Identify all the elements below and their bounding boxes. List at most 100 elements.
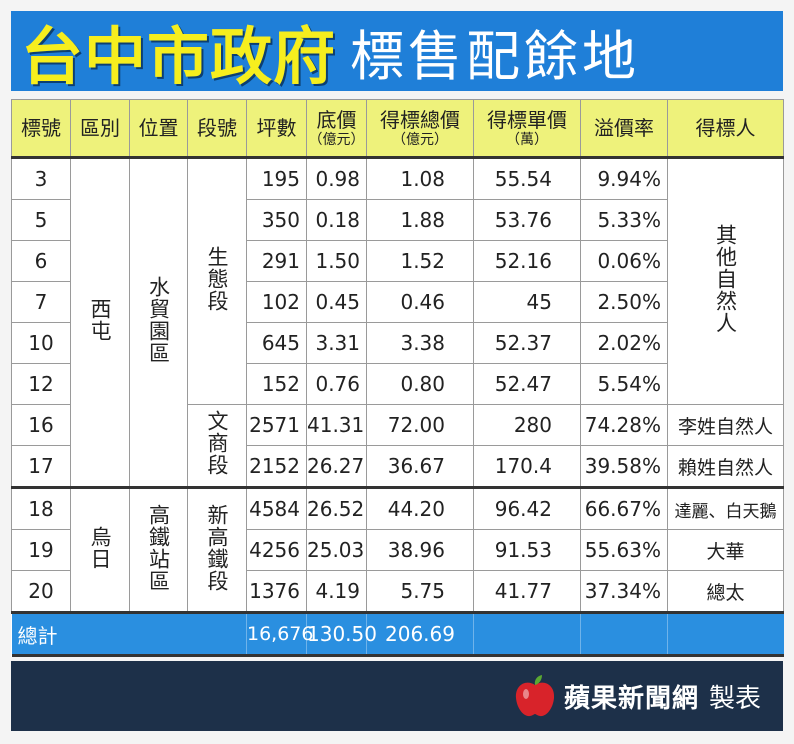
cell-base: 0.18 <box>306 199 367 241</box>
total-empty-unit <box>473 611 581 657</box>
cell-no: 7 <box>11 281 71 323</box>
cell-unit: 280 <box>473 404 581 446</box>
cell-base: 1.50 <box>306 240 367 282</box>
brand-suffix: 製表 <box>708 683 761 714</box>
cell-district-xitun: 西屯 <box>70 157 130 488</box>
cell-base: 0.45 <box>306 281 367 323</box>
cell-total: 1.52 <box>366 240 474 282</box>
cell-winner: 總太 <box>667 570 784 613</box>
cell-section-wenshang: 文商段 <box>187 404 247 488</box>
cell-premium: 74.28% <box>580 404 668 446</box>
cell-total: 1.88 <box>366 199 474 241</box>
auction-table-wrapper: 標號 區別 位置 段號 坪數 底價 （億元） 得標總價 （億元） 得標單價 （萬） 溢… <box>11 99 784 657</box>
cell-base: 26.52 <box>306 486 367 530</box>
cell-premium: 5.33% <box>580 199 668 241</box>
col-header-premium: 溢價率 <box>580 99 668 159</box>
cell-total: 0.46 <box>366 281 474 323</box>
cell-no: 17 <box>11 445 71 488</box>
total-total: 206.69 <box>366 611 474 657</box>
cell-section-shengtai: 生態段 <box>187 157 247 405</box>
cell-premium: 2.50% <box>580 281 668 323</box>
cell-ping: 350 <box>246 199 307 241</box>
cell-location-shuimao: 水貿園區 <box>129 157 188 488</box>
cell-no: 18 <box>11 486 71 530</box>
cell-ping: 152 <box>246 363 307 405</box>
cell-premium: 5.54% <box>580 363 668 405</box>
col-header-base-price: 底價 （億元） <box>306 99 367 159</box>
cell-base: 0.76 <box>306 363 367 405</box>
cell-ping: 4256 <box>246 529 307 571</box>
cell-ping: 195 <box>246 157 307 200</box>
cell-no: 20 <box>11 570 71 613</box>
table-row: 6 291 1.50 1.52 52.16 0.06% <box>11 240 784 282</box>
total-empty-premium <box>580 611 668 657</box>
cell-ping: 2571 <box>246 404 307 446</box>
cell-base: 25.03 <box>306 529 367 571</box>
table-header-row: 標號 區別 位置 段號 坪數 底價 （億元） 得標總價 （億元） 得標單價 （萬） 溢… <box>11 99 784 159</box>
cell-total: 72.00 <box>366 404 474 446</box>
cell-premium: 2.02% <box>580 322 668 364</box>
table-row: 3 西屯 水貿園區 生態段 195 0.98 1.08 55.54 9.94% … <box>11 157 784 488</box>
table-row: 19 4256 25.03 38.96 91.53 55.63% 大華 <box>11 529 784 571</box>
cell-base: 3.31 <box>306 322 367 364</box>
col-header-unit-price: 得標單價 （萬） <box>473 99 581 159</box>
col-header-location: 位置 <box>129 99 188 159</box>
cell-total: 0.80 <box>366 363 474 405</box>
title-main: 台中市政府 <box>21 20 337 93</box>
cell-unit: 52.37 <box>473 322 581 364</box>
cell-premium: 66.67% <box>580 486 668 530</box>
cell-no: 10 <box>11 322 71 364</box>
cell-district-wuri: 烏日 <box>70 486 130 613</box>
cell-premium: 0.06% <box>580 240 668 282</box>
brand-logo: 蘋果新聞網 製表 <box>512 673 761 719</box>
table-row: 10 645 3.31 3.38 52.37 2.02% <box>11 322 784 364</box>
cell-ping: 291 <box>246 240 307 282</box>
cell-premium: 39.58% <box>580 445 668 488</box>
col-header-total-price: 得標總價 （億元） <box>366 99 474 159</box>
brand-name: 蘋果新聞網 <box>563 683 699 714</box>
cell-location-hsr: 高鐵站區 <box>129 486 188 613</box>
table-row: 7 102 0.45 0.46 45 2.50% <box>11 281 784 323</box>
cell-unit: 45 <box>473 281 581 323</box>
cell-unit: 170.4 <box>473 445 581 488</box>
total-empty-winner <box>667 611 784 657</box>
table-row: 17 2152 26.27 36.67 170.4 39.58% 賴姓自然人 <box>11 445 784 488</box>
cell-total: 44.20 <box>366 486 474 530</box>
cell-no: 3 <box>11 157 71 200</box>
title-banner: 台中市政府 標售配餘地 <box>11 11 783 93</box>
col-header-winner: 得標人 <box>667 99 784 159</box>
col-header-ping: 坪數 <box>246 99 307 159</box>
title-sub: 標售配餘地 <box>350 24 641 88</box>
cell-no: 19 <box>11 529 71 571</box>
table-row: 12 152 0.76 0.80 52.47 5.54% <box>11 363 784 405</box>
total-ping: 16,676 <box>246 611 313 657</box>
cell-no: 12 <box>11 363 71 405</box>
table-row: 16 文商段 2571 41.31 72.00 280 74.28% 李姓自然人 <box>11 404 784 488</box>
cell-total: 38.96 <box>366 529 474 571</box>
col-header-district: 區別 <box>70 99 130 159</box>
cell-unit: 91.53 <box>473 529 581 571</box>
cell-premium: 37.34% <box>580 570 668 613</box>
table-row: 5 350 0.18 1.88 53.76 5.33% <box>11 199 784 241</box>
cell-unit: 55.54 <box>473 157 581 200</box>
cell-total: 36.67 <box>366 445 474 488</box>
col-unit-base-price: （億元） <box>308 132 365 148</box>
cell-ping: 645 <box>246 322 307 364</box>
cell-winner: 李姓自然人 <box>667 404 784 446</box>
cell-base: 26.27 <box>306 445 367 488</box>
apple-icon <box>512 673 558 719</box>
cell-ping: 102 <box>246 281 307 323</box>
cell-winner: 大華 <box>667 529 784 571</box>
cell-premium: 55.63% <box>580 529 668 571</box>
cell-no: 16 <box>11 404 71 446</box>
cell-premium: 9.94% <box>580 157 668 200</box>
cell-base: 4.19 <box>306 570 367 613</box>
cell-ping: 2152 <box>246 445 307 488</box>
cell-unit: 96.42 <box>473 486 581 530</box>
cell-unit: 41.77 <box>473 570 581 613</box>
cell-ping: 1376 <box>246 570 307 613</box>
col-header-section: 段號 <box>187 99 247 159</box>
total-label: 總計 <box>11 611 247 657</box>
table-row: 18 烏日 高鐵站區 新高鐵段 4584 26.52 44.20 96.42 6… <box>11 486 784 613</box>
